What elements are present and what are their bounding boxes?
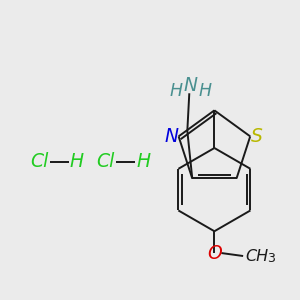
Text: S: S <box>251 127 263 146</box>
Text: CH: CH <box>245 248 268 263</box>
Text: Cl: Cl <box>96 152 115 171</box>
Text: H: H <box>70 152 84 171</box>
Text: H: H <box>199 82 212 100</box>
Text: 3: 3 <box>267 253 275 266</box>
Text: N: N <box>165 127 179 146</box>
Text: Cl: Cl <box>30 152 48 171</box>
Text: H: H <box>136 152 150 171</box>
Text: N: N <box>183 76 197 95</box>
Text: O: O <box>207 244 222 262</box>
Text: H: H <box>170 82 183 100</box>
